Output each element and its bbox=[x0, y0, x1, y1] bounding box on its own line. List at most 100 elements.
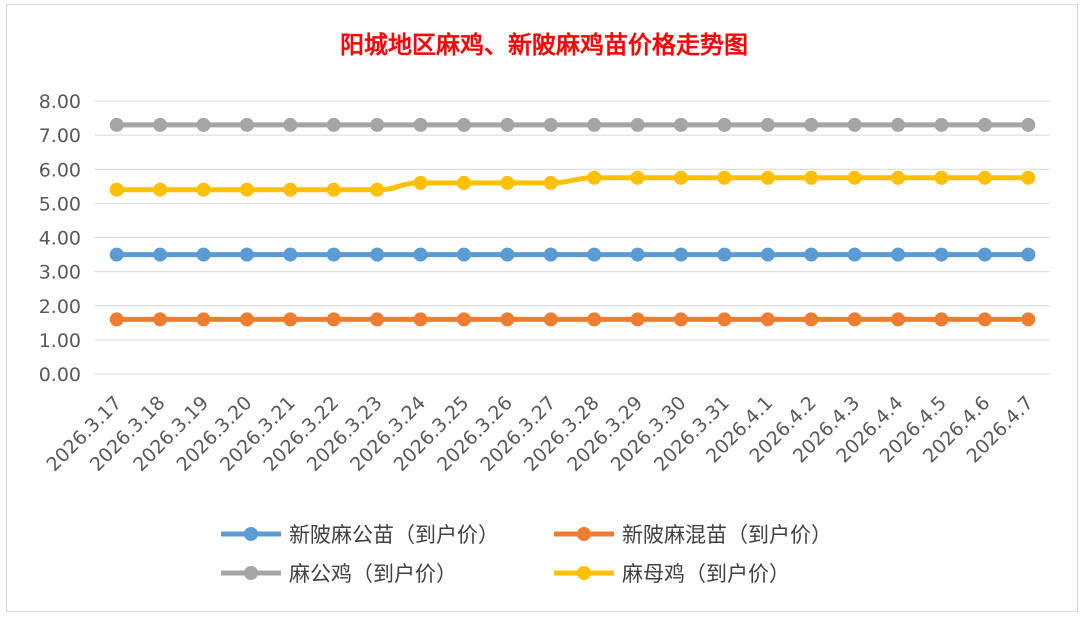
data-point bbox=[891, 170, 906, 185]
data-point bbox=[804, 170, 819, 185]
data-point bbox=[977, 117, 992, 132]
data-point bbox=[153, 312, 168, 327]
series-line bbox=[116, 175, 1029, 193]
data-point bbox=[891, 247, 906, 262]
data-point bbox=[109, 312, 124, 327]
data-point bbox=[543, 247, 558, 262]
data-point bbox=[109, 247, 124, 262]
data-point bbox=[1021, 170, 1036, 185]
data-point bbox=[934, 117, 949, 132]
data-point bbox=[413, 117, 428, 132]
data-point bbox=[587, 117, 602, 132]
series-2 bbox=[109, 312, 1036, 327]
legend-swatch-marker bbox=[577, 527, 591, 541]
data-point bbox=[760, 312, 775, 327]
legend-item: 麻母鸡（到户价） bbox=[554, 562, 790, 586]
data-point bbox=[1021, 117, 1036, 132]
y-tick-label: 5.00 bbox=[39, 193, 81, 215]
legend-label: 新陂麻公苗（到户价） bbox=[289, 523, 499, 547]
data-point bbox=[456, 175, 471, 190]
data-point bbox=[891, 312, 906, 327]
legend-item: 新陂麻混苗（到户价） bbox=[554, 523, 832, 547]
y-tick-label: 4.00 bbox=[39, 228, 81, 250]
data-point bbox=[717, 117, 732, 132]
data-point bbox=[413, 312, 428, 327]
data-point bbox=[109, 117, 124, 132]
y-tick-label: 1.00 bbox=[39, 330, 81, 352]
data-point bbox=[977, 247, 992, 262]
data-point bbox=[717, 247, 732, 262]
data-point bbox=[370, 312, 385, 327]
data-point bbox=[283, 247, 298, 262]
data-point bbox=[717, 312, 732, 327]
data-point bbox=[196, 182, 211, 197]
data-point bbox=[153, 247, 168, 262]
legend-label: 麻公鸡（到户价） bbox=[289, 562, 457, 586]
data-point bbox=[630, 312, 645, 327]
data-point bbox=[630, 170, 645, 185]
data-point bbox=[760, 170, 775, 185]
data-point bbox=[587, 312, 602, 327]
data-point bbox=[283, 182, 298, 197]
data-point bbox=[196, 247, 211, 262]
data-point bbox=[630, 247, 645, 262]
y-tick-label: 7.00 bbox=[39, 125, 81, 147]
data-point bbox=[153, 182, 168, 197]
legend-item: 麻公鸡（到户价） bbox=[221, 562, 457, 586]
data-point bbox=[760, 117, 775, 132]
series-3 bbox=[109, 117, 1036, 132]
data-point bbox=[109, 182, 124, 197]
data-point bbox=[977, 312, 992, 327]
data-point bbox=[239, 312, 254, 327]
data-point bbox=[196, 312, 211, 327]
data-point bbox=[239, 247, 254, 262]
data-point bbox=[239, 182, 254, 197]
data-point bbox=[413, 175, 428, 190]
data-point bbox=[326, 117, 341, 132]
data-point bbox=[543, 312, 558, 327]
data-point bbox=[847, 170, 862, 185]
series-4 bbox=[109, 170, 1036, 197]
series-1 bbox=[109, 247, 1036, 262]
data-point bbox=[500, 312, 515, 327]
line-chart: 阳城地区麻鸡、新陂麻鸡苗价格走势图 0.00 1.00 2.00 3.00 4.00 5.… bbox=[39, 31, 1050, 586]
data-point bbox=[500, 117, 515, 132]
data-point bbox=[239, 117, 254, 132]
data-point bbox=[804, 312, 819, 327]
data-point bbox=[1021, 312, 1036, 327]
y-tick-label: 8.00 bbox=[39, 91, 81, 113]
data-point bbox=[847, 247, 862, 262]
data-point bbox=[456, 247, 471, 262]
data-point bbox=[934, 247, 949, 262]
data-point bbox=[153, 117, 168, 132]
data-point bbox=[370, 182, 385, 197]
data-point bbox=[1021, 247, 1036, 262]
legend-swatch-marker bbox=[244, 566, 258, 580]
data-point bbox=[370, 117, 385, 132]
data-point bbox=[370, 247, 385, 262]
data-point bbox=[847, 117, 862, 132]
data-point bbox=[456, 117, 471, 132]
chart-title: 阳城地区麻鸡、新陂麻鸡苗价格走势图 bbox=[340, 31, 748, 59]
data-point bbox=[674, 170, 689, 185]
data-point bbox=[326, 312, 341, 327]
data-point bbox=[326, 247, 341, 262]
data-point bbox=[500, 175, 515, 190]
data-point bbox=[760, 247, 775, 262]
data-point bbox=[847, 312, 862, 327]
data-point bbox=[934, 170, 949, 185]
data-point bbox=[804, 247, 819, 262]
data-point bbox=[413, 247, 428, 262]
y-axis-ticks: 0.00 1.00 2.00 3.00 4.00 5.00 6.00 7.00 8.00 bbox=[39, 91, 81, 386]
data-point bbox=[630, 117, 645, 132]
x-axis-ticks: 2026.3.172026.3.182026.3.192026.3.202026… bbox=[42, 392, 1038, 476]
legend-label: 麻母鸡（到户价） bbox=[622, 562, 790, 586]
legend-swatch-marker bbox=[244, 527, 258, 541]
data-point bbox=[891, 117, 906, 132]
chart-frame: 阳城地区麻鸡、新陂麻鸡苗价格走势图 0.00 1.00 2.00 3.00 4.00 5.… bbox=[6, 4, 1078, 612]
data-point bbox=[674, 312, 689, 327]
data-point bbox=[977, 170, 992, 185]
legend-item: 新陂麻公苗（到户价） bbox=[221, 523, 499, 547]
data-point bbox=[283, 117, 298, 132]
data-point bbox=[456, 312, 471, 327]
